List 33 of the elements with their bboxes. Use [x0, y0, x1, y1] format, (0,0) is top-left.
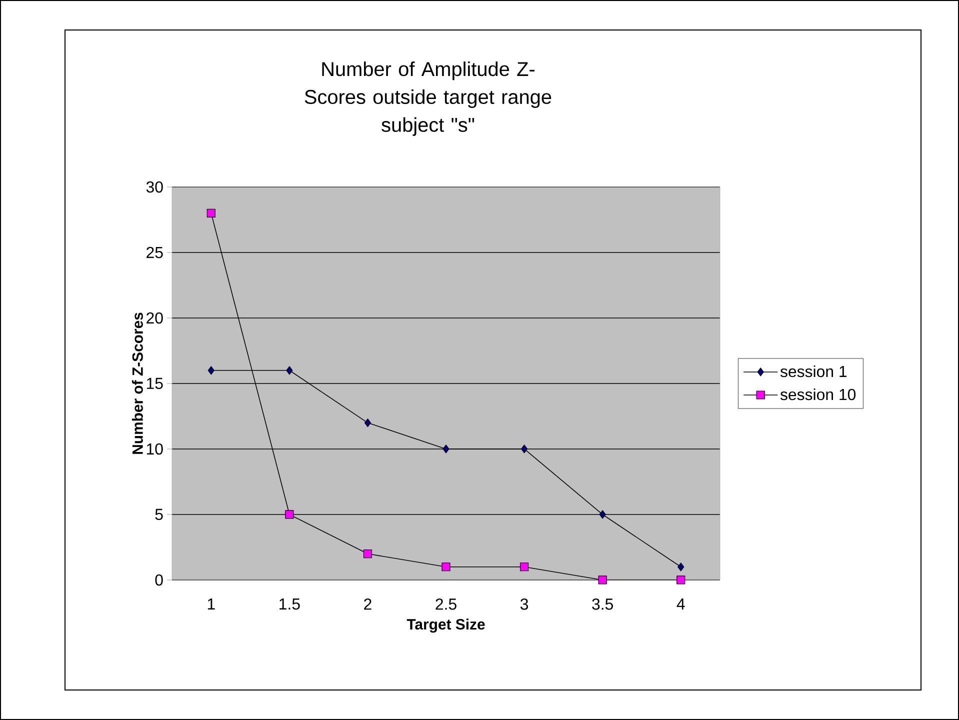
y-tick-label: 25: [146, 246, 163, 258]
x-axis-title: Target Size: [406, 618, 485, 633]
x-tick-label: 1.5: [280, 598, 300, 610]
point: [678, 562, 684, 572]
y-tick-label: 15: [146, 378, 163, 390]
y-axis-title: Number of Z-Scores: [132, 312, 143, 454]
point: [598, 576, 607, 584]
y-tick-label: 20: [146, 312, 163, 324]
x-tick-label: 2: [364, 598, 372, 610]
y-tick-label: 30: [146, 181, 163, 193]
y-tick-label: 5: [155, 508, 163, 520]
point: [206, 208, 216, 218]
y-tick-label: 10: [146, 443, 163, 455]
point: [676, 576, 686, 584]
y-tick-label: 0: [155, 574, 163, 586]
point: [363, 549, 372, 558]
point: [520, 562, 529, 572]
point: [364, 418, 372, 428]
x-tick-label: 1: [208, 598, 215, 610]
point: [442, 562, 450, 572]
chart-subtitle: subject "s": [382, 117, 474, 136]
x-tick-label: 2.5: [436, 598, 456, 610]
point: [285, 510, 294, 519]
legend-label: session 10: [780, 388, 856, 400]
x-tick-label: 3.5: [592, 598, 613, 610]
point: [208, 366, 214, 375]
legend-label: session 1: [780, 365, 847, 378]
point: [286, 366, 293, 375]
x-tick-label: 3: [520, 598, 528, 610]
x-tick-label: 4: [676, 598, 685, 610]
point: [442, 444, 450, 454]
point: [599, 510, 606, 519]
point: [520, 444, 528, 454]
